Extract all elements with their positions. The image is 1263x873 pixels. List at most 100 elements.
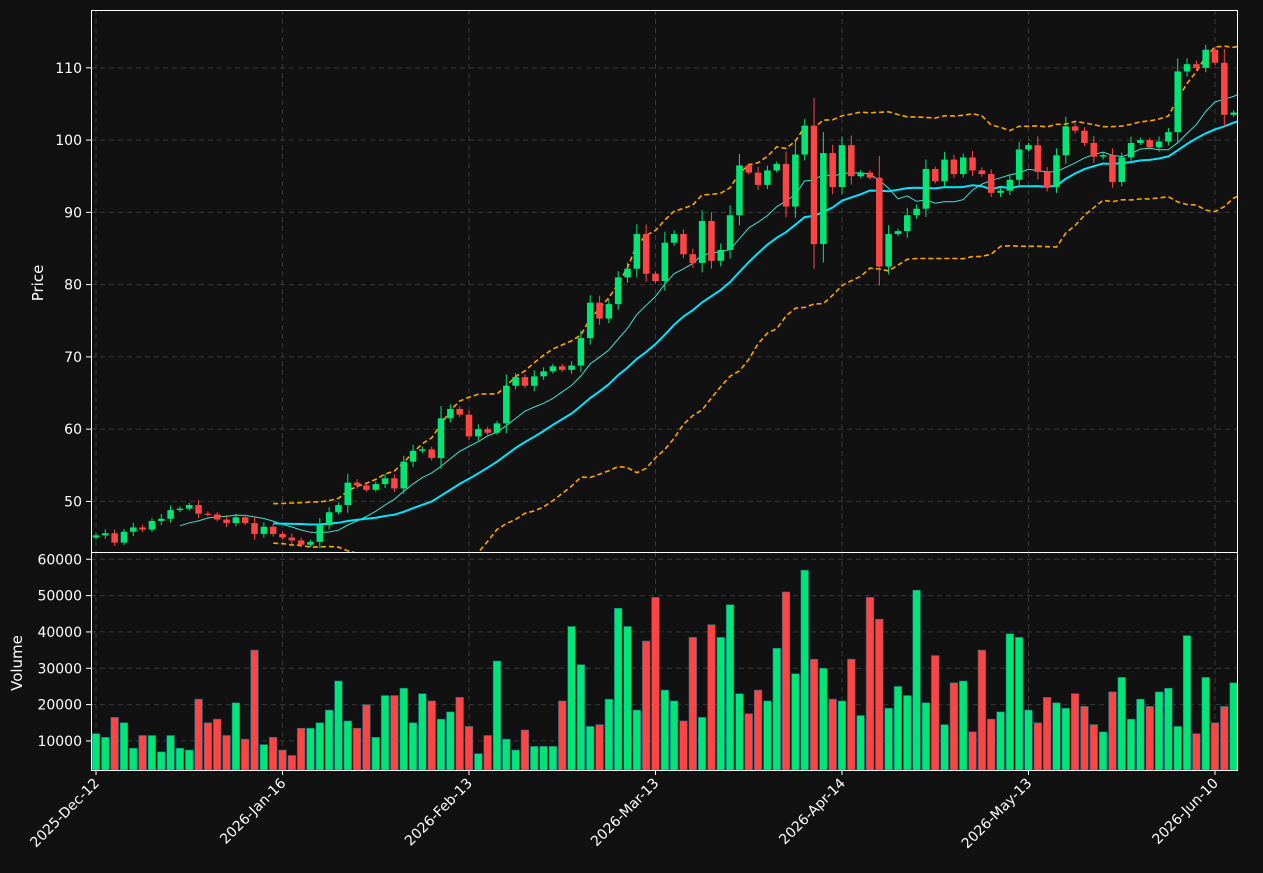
volume-bar — [837, 700, 847, 770]
candle-body — [428, 449, 435, 459]
candle-body — [754, 172, 762, 185]
candle-body — [297, 540, 305, 545]
volume-bar — [185, 749, 194, 770]
candle-body — [540, 371, 547, 377]
volume-bar — [959, 680, 968, 770]
candle-body — [1183, 64, 1191, 72]
volume-bar — [390, 695, 399, 770]
candle-body — [325, 512, 333, 526]
volume-bar — [884, 707, 893, 770]
volume-tick-label: 40000 — [37, 625, 82, 641]
volume-bar — [1015, 637, 1024, 770]
volume-bar — [1089, 724, 1098, 770]
candle-body — [969, 157, 976, 171]
candle-body — [92, 535, 100, 538]
candle-body — [167, 510, 174, 519]
candle-body — [241, 517, 249, 524]
candle-body — [372, 484, 380, 490]
volume-bar — [464, 726, 474, 770]
date-axis: 2025-Dec-12 2026-Jan-16 2026-Feb-13 2026-Ma… — [27, 770, 1222, 852]
candle-body — [941, 159, 948, 182]
candle-body — [792, 154, 799, 207]
volume-tick-label: 20000 — [37, 698, 82, 714]
volume-bar — [604, 698, 613, 770]
volume-bar — [1024, 709, 1033, 770]
date-tick-label: 2025-Dec-12 — [27, 776, 102, 851]
volume-bar — [1052, 702, 1061, 770]
candle-body — [176, 508, 184, 511]
volume-bar — [175, 747, 185, 770]
candle-body — [661, 242, 669, 281]
volume-bar — [315, 722, 324, 770]
volume-bar — [707, 624, 716, 770]
candle-body — [1015, 149, 1023, 180]
candle-body — [279, 533, 286, 538]
volume-bar — [101, 736, 110, 770]
candle-body — [521, 377, 529, 386]
candle-body — [102, 533, 109, 536]
volume-bar — [735, 693, 744, 770]
candle-body — [409, 450, 417, 462]
candle-body — [605, 304, 613, 319]
upper-band-line — [273, 45, 1237, 505]
volume-bar — [380, 695, 390, 770]
volume-axis-label: Volume — [8, 635, 26, 691]
candle-body — [689, 254, 697, 263]
candle-body — [204, 513, 212, 515]
volume-bar — [921, 702, 931, 770]
volume-bar — [744, 713, 753, 770]
volume-bar — [250, 649, 259, 770]
volume-bar — [278, 749, 287, 770]
price-grid — [91, 10, 1237, 552]
candle-body — [1137, 140, 1144, 143]
volume-bar — [138, 735, 147, 770]
candle-body — [568, 365, 575, 370]
candle-body — [876, 177, 883, 267]
candle-body — [866, 172, 874, 178]
volume-bar — [977, 649, 986, 770]
volume-bar — [474, 753, 483, 770]
volume-bar — [548, 746, 558, 770]
volume-bar — [194, 698, 203, 770]
volume-bar — [931, 655, 940, 770]
candle-body — [111, 533, 118, 543]
candle-body — [316, 525, 324, 542]
price-axis: 50 60 70 80 90 100 110 — [55, 61, 91, 510]
candle-body — [820, 153, 827, 245]
candle-body — [512, 377, 519, 386]
volume-bar — [287, 755, 296, 770]
candle-body — [1174, 71, 1181, 133]
candle-body — [717, 249, 725, 261]
volume-bar — [791, 673, 800, 770]
candle-body — [745, 165, 753, 173]
candle-body — [1062, 126, 1070, 156]
volume-bar — [819, 667, 828, 770]
candle-body — [288, 537, 296, 541]
lower-band-line — [273, 195, 1237, 552]
candle-body — [1127, 142, 1135, 158]
volume-bar — [1164, 687, 1173, 770]
volume-bar — [147, 735, 157, 770]
volume-bar — [502, 738, 511, 770]
candle-body — [1043, 171, 1051, 188]
candle-body — [726, 215, 734, 250]
candle-body — [1034, 145, 1042, 172]
candle-body — [251, 523, 258, 534]
candle-body — [698, 221, 706, 263]
candle-body — [493, 423, 501, 433]
volume-bar — [632, 709, 641, 770]
candle-body — [1006, 179, 1014, 191]
volume-bar — [446, 711, 455, 770]
volume-bar — [1033, 722, 1042, 770]
candle-body — [931, 168, 939, 182]
date-tick-label: 2026-Jun-10 — [1150, 776, 1222, 848]
bollinger-bands — [273, 45, 1237, 552]
candle-body — [391, 478, 398, 489]
volume-bar — [1108, 691, 1117, 770]
volume-bar — [362, 704, 371, 770]
volume-bar — [698, 717, 707, 770]
volume-bar — [343, 720, 352, 770]
price-axis-label: Price — [29, 265, 47, 302]
candle-body — [838, 145, 846, 188]
volume-bar — [763, 700, 772, 770]
